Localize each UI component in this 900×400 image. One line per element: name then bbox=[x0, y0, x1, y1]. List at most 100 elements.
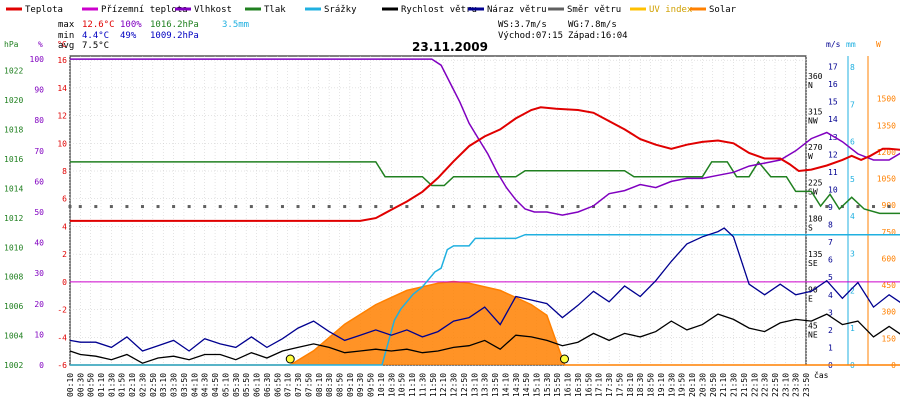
tick-direction-dir: SW bbox=[808, 188, 818, 197]
tick-pressure: 1012 bbox=[4, 214, 23, 223]
tick-w: 1050 bbox=[877, 175, 896, 184]
wind-direction-point bbox=[68, 205, 72, 209]
x-tick-label: 09:30 bbox=[356, 373, 365, 397]
tick-temperature: 8 bbox=[62, 167, 67, 176]
x-tick-label: 18:10 bbox=[626, 373, 635, 397]
x-tick-label: 01:10 bbox=[97, 373, 106, 397]
tick-ms: 3 bbox=[828, 308, 833, 317]
wind-direction-point bbox=[156, 205, 160, 209]
wind-direction-point bbox=[296, 205, 300, 209]
x-tick-label: 17:10 bbox=[595, 373, 604, 397]
wind-direction-point bbox=[778, 205, 782, 209]
x-tick-label: 23:10 bbox=[781, 373, 790, 397]
wind-direction-point bbox=[669, 205, 673, 209]
stat-min-label: min bbox=[58, 31, 74, 41]
stat-min-temp: 4.4°C bbox=[82, 31, 109, 41]
tick-direction-deg: 270 bbox=[808, 143, 823, 152]
wind-direction-point bbox=[685, 205, 689, 209]
stat-wg: WG:7.8m/s bbox=[568, 20, 617, 30]
stat-avg-temp: 7.5°C bbox=[82, 41, 109, 51]
x-tick-label: 14:50 bbox=[522, 373, 531, 397]
x-tick-label: 03:10 bbox=[159, 373, 168, 397]
wind-direction-point bbox=[498, 205, 502, 209]
wind-direction-point bbox=[436, 205, 440, 209]
tick-humidity: 90 bbox=[34, 86, 44, 95]
x-tick-label: 15:30 bbox=[543, 373, 552, 397]
tick-pressure: 1018 bbox=[4, 126, 23, 135]
x-tick-label: 22:30 bbox=[761, 373, 770, 397]
x-tick-label: 12:10 bbox=[439, 373, 448, 397]
x-tick-label: 21:10 bbox=[719, 373, 728, 397]
temperature-line bbox=[70, 106, 900, 222]
wind-direction-point bbox=[265, 205, 269, 209]
wind-direction-point bbox=[405, 205, 409, 209]
x-tick-label: 15:10 bbox=[533, 373, 542, 397]
wind-direction-point bbox=[763, 205, 767, 209]
x-tick-label: 16:10 bbox=[564, 373, 573, 397]
x-tick-label: 17:30 bbox=[605, 373, 614, 397]
tick-ms: 6 bbox=[828, 256, 833, 265]
wind-direction-point bbox=[327, 205, 331, 209]
wind-gust-line bbox=[69, 227, 900, 352]
x-tick-label: 00:10 bbox=[66, 373, 75, 397]
tick-mm: 4 bbox=[850, 212, 855, 221]
tick-temperature: -4 bbox=[57, 333, 67, 342]
x-tick-label: 10:30 bbox=[387, 373, 396, 397]
tick-ms: 8 bbox=[828, 221, 833, 230]
tick-temperature: -2 bbox=[57, 306, 67, 315]
tick-mm: 2 bbox=[850, 287, 855, 296]
legend-label-precipitation: Srážky bbox=[324, 5, 357, 15]
wind-direction-point bbox=[856, 205, 860, 209]
tick-temperature: 0 bbox=[62, 278, 67, 287]
x-tick-label: 02:10 bbox=[128, 373, 137, 397]
x-tick-label: 18:30 bbox=[636, 373, 645, 397]
tick-temperature: 4 bbox=[62, 222, 67, 231]
stat-max-press: 1016.2hPa bbox=[150, 20, 199, 30]
x-tick-label: 16:30 bbox=[574, 373, 583, 397]
wind-direction-point bbox=[218, 205, 222, 209]
x-tick-label: 02:50 bbox=[149, 373, 158, 397]
x-tick-label: 13:30 bbox=[481, 373, 490, 397]
tick-direction-deg: 135 bbox=[808, 250, 823, 259]
stat-precip: 3.5mm bbox=[222, 20, 249, 30]
x-tick-label: 23:50 bbox=[802, 373, 811, 397]
wind-direction-point bbox=[545, 205, 549, 209]
humidity-line bbox=[70, 58, 900, 216]
pressure-line bbox=[70, 160, 900, 215]
tick-temperature: 6 bbox=[62, 195, 67, 204]
legend-label-dew_point: Přízemní teplota bbox=[101, 5, 188, 15]
tick-direction-deg: 180 bbox=[808, 214, 823, 223]
tick-mm: 8 bbox=[850, 63, 855, 72]
wind-direction-point bbox=[747, 205, 751, 209]
wind-direction-point bbox=[560, 205, 564, 209]
tick-humidity: 40 bbox=[34, 239, 44, 248]
x-tick-label: 05:30 bbox=[232, 373, 241, 397]
tick-temperature: 10 bbox=[57, 139, 67, 148]
tick-w: 600 bbox=[882, 254, 897, 263]
unit-pct: % bbox=[38, 40, 43, 49]
x-tick-label: 00:50 bbox=[87, 373, 96, 397]
tick-temperature: 14 bbox=[57, 84, 67, 93]
tick-mm: 3 bbox=[850, 249, 855, 258]
tick-direction-dir: SE bbox=[808, 259, 818, 268]
tick-w: 150 bbox=[882, 334, 897, 343]
unit-time: čas bbox=[814, 370, 829, 380]
tick-mm: 1 bbox=[850, 324, 855, 333]
tick-ms: 5 bbox=[828, 273, 833, 282]
unit-w: W bbox=[876, 40, 881, 49]
tick-ms: 11 bbox=[828, 168, 838, 177]
x-tick-label: 04:30 bbox=[201, 373, 210, 397]
wind-direction-point bbox=[809, 205, 813, 209]
x-tick-label: 11:10 bbox=[408, 373, 417, 397]
wind-direction-point bbox=[140, 205, 144, 209]
tick-ms: 2 bbox=[828, 326, 833, 335]
tick-direction-dir: NE bbox=[808, 330, 818, 339]
tick-pressure: 1020 bbox=[4, 96, 23, 105]
wind-direction-point bbox=[732, 205, 736, 209]
tick-mm: 5 bbox=[850, 175, 855, 184]
chart-title: 23.11.2009 bbox=[412, 40, 488, 54]
sunset-marker bbox=[560, 354, 570, 364]
tick-direction-deg: 315 bbox=[808, 107, 823, 116]
tick-temperature: 12 bbox=[57, 112, 67, 121]
tick-ms: 16 bbox=[828, 80, 838, 89]
